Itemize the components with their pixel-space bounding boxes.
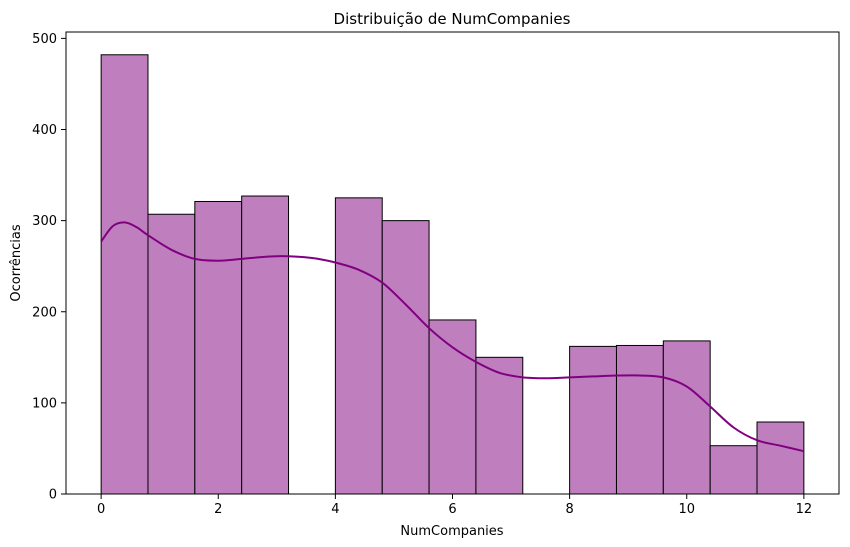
x-tick-label: 8 — [565, 502, 573, 517]
y-tick-label: 400 — [32, 123, 57, 138]
y-tick-label: 500 — [32, 32, 57, 47]
histogram-bar — [615, 344, 664, 495]
y-tick-label: 0 — [49, 488, 57, 503]
histogram-bar — [241, 195, 290, 495]
y-tick-label: 100 — [32, 396, 57, 411]
histogram-bar — [428, 319, 477, 495]
y-tick-label: 200 — [32, 305, 57, 320]
histogram-bar — [334, 197, 383, 495]
chart-title: Distribuição de NumCompanies — [334, 10, 571, 28]
x-tick-label: 2 — [214, 502, 222, 517]
histogram-bar — [569, 345, 617, 495]
histogram-bars — [100, 54, 805, 495]
x-tick-label: 0 — [97, 502, 105, 517]
x-axis-label: NumCompanies — [400, 524, 503, 539]
y-tick-label: 300 — [32, 214, 57, 229]
x-axis-ticks: 0 2 4 6 8 10 12 — [97, 494, 812, 517]
y-axis-label: Ocorrências — [9, 224, 24, 301]
x-tick-label: 6 — [448, 502, 456, 517]
y-axis-ticks: 0 100 200 300 400 500 — [32, 32, 66, 503]
histogram-bar — [756, 421, 805, 495]
histogram-bar — [100, 54, 149, 495]
histogram-bar — [662, 340, 711, 495]
kde-curve — [100, 221, 805, 453]
x-tick-label: 12 — [796, 502, 813, 517]
histogram-bar — [709, 445, 758, 495]
x-tick-label: 10 — [678, 502, 695, 517]
x-tick-label: 4 — [331, 502, 339, 517]
histogram-bar — [475, 356, 524, 495]
histogram-bar — [194, 200, 243, 495]
histogram-bar — [381, 220, 430, 495]
histogram-bar — [147, 213, 196, 495]
